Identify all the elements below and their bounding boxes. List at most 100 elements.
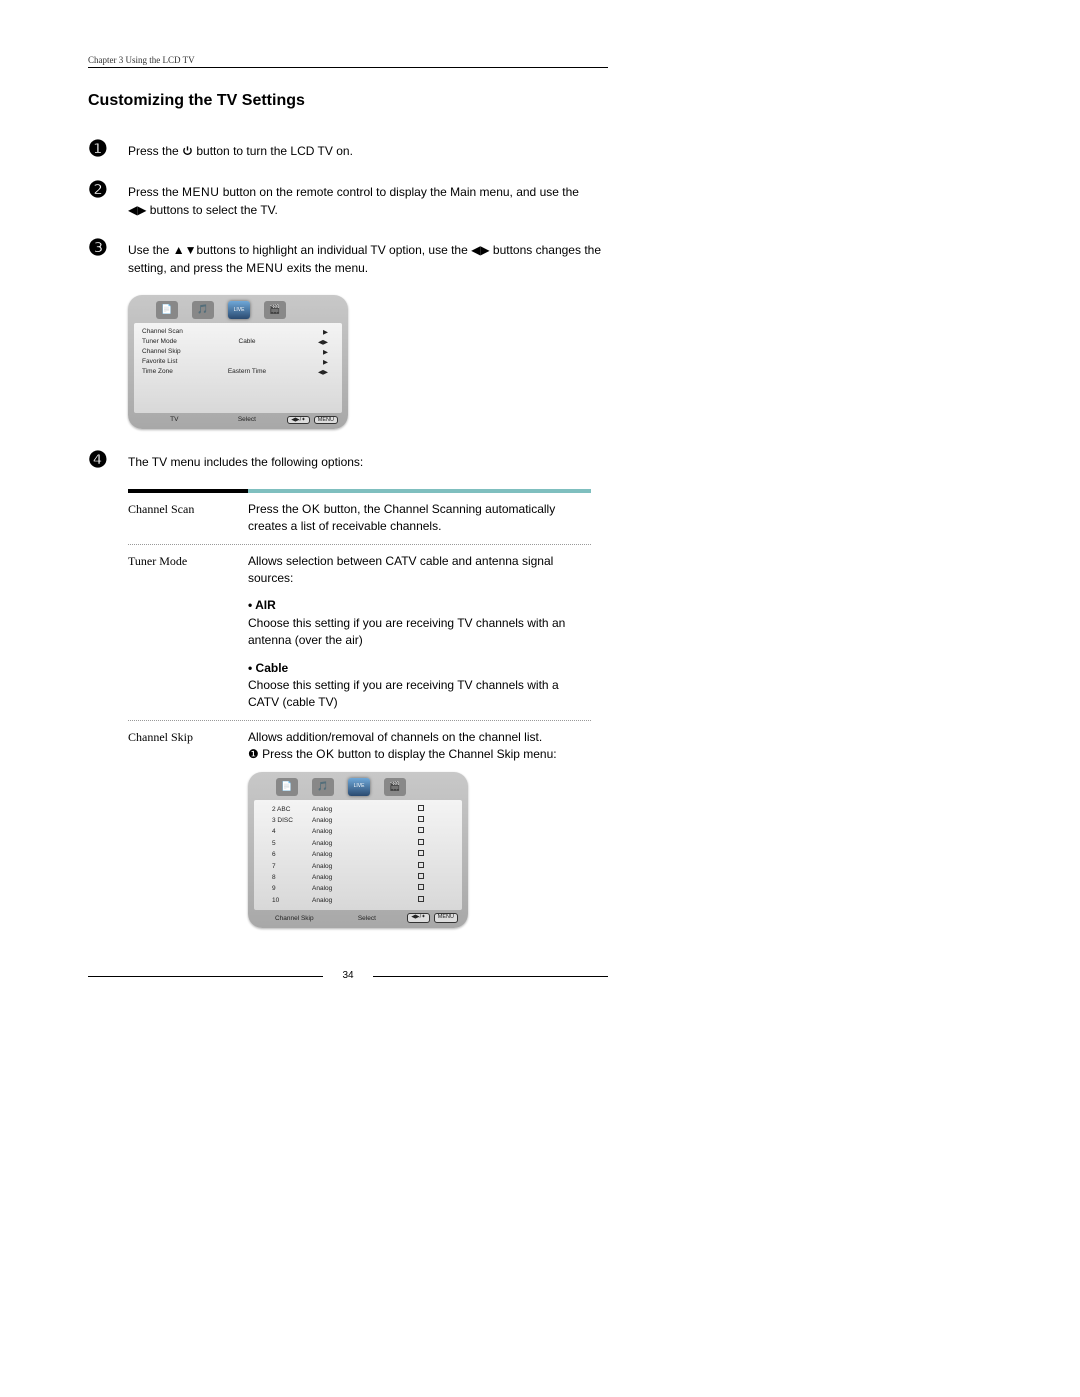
option-label: Channel Scan [128, 501, 248, 536]
osd-label: Favorite List [142, 358, 212, 365]
osd-ch: 3 DISC [262, 816, 312, 825]
checkbox-icon [372, 884, 454, 893]
arrow-icon: ◀▶ [282, 338, 334, 346]
text: Press the [248, 502, 302, 516]
osd-ch: 7 [262, 862, 312, 871]
chapter-header: Chapter 3 Using the LCD TV [88, 55, 608, 68]
table-top-rule [128, 489, 591, 493]
osd-type: Analog [312, 896, 372, 905]
menu-label: MENU [246, 261, 283, 275]
osd-footer-mid: Select [331, 914, 404, 923]
osd-footer: Channel Skip Select ◀▶/✦ MENU [248, 910, 468, 928]
osd-row: 6Analog [254, 849, 462, 860]
osd-body: Channel Scan▶ Tuner ModeCable◀▶ Channel … [134, 323, 342, 413]
text: Allows selection between CATV cable and … [248, 553, 591, 588]
option-desc: Allows selection between CATV cable and … [248, 553, 591, 712]
osd-tab-active: LIVE [348, 778, 370, 796]
checkbox-icon [372, 805, 454, 814]
checkbox-icon [372, 827, 454, 836]
step-2: ❷ Press the MENU button on the remote co… [88, 179, 608, 219]
arrow-icon: ▶ [282, 328, 334, 336]
text: Use the [128, 243, 173, 257]
osd-type: Analog [312, 816, 372, 825]
osd-row: 7Analog [254, 861, 462, 872]
osd-footer-left: TV [138, 416, 211, 423]
osd-value: Cable [212, 338, 282, 345]
checkbox-icon [372, 850, 454, 859]
text: exits the menu. [283, 261, 368, 275]
osd-row: Tuner ModeCable◀▶ [134, 337, 342, 347]
options-table: Channel Scan Press the OK button, the Ch… [128, 489, 591, 956]
osd-ch: 9 [262, 884, 312, 893]
arrow-icon: ◀▶ [282, 368, 334, 376]
left-right-icon: ◀▶ [128, 203, 146, 217]
step-number: ❸ [88, 237, 128, 259]
bullet-cable: • Cable Choose this setting if you are r… [248, 660, 591, 712]
substep: ❶ Press the OK button to display the Cha… [248, 746, 591, 763]
text: button to display the Channel Skip menu: [334, 747, 556, 761]
osd-ch: 10 [262, 896, 312, 905]
ok-label: OK [302, 502, 320, 516]
option-row-tuner-mode: Tuner Mode Allows selection between CATV… [128, 545, 591, 721]
menu-label: MENU [182, 185, 219, 199]
step-text: The TV menu includes the following optio… [128, 449, 608, 471]
left-right-icon: ◀▶ [471, 243, 489, 257]
step-number: ❶ [88, 138, 128, 160]
arrow-icon: ▶ [282, 348, 334, 356]
osd-type: Analog [312, 805, 372, 814]
osd-body: 2 ABCAnalog 3 DISCAnalog 4Analog 5Analog… [254, 800, 462, 911]
osd-label: Tuner Mode [142, 338, 212, 345]
osd-label: Channel Skip [142, 348, 212, 355]
osd-tab-icon: 🎬 [384, 778, 406, 796]
text: Press the [128, 185, 182, 199]
osd-ch: 2 ABC [262, 805, 312, 814]
osd-tab-icon: 🎵 [312, 778, 334, 796]
osd-value: Eastern Time [212, 368, 282, 375]
osd-footer-btn: ◀▶/✦ [407, 913, 430, 923]
step-1: ❶ Press the button to turn the LCD TV on… [88, 138, 608, 161]
substep-number: ❶ [248, 747, 259, 761]
osd-footer-btn: MENU [434, 913, 458, 923]
osd-ch: 6 [262, 850, 312, 859]
osd-row: 2 ABCAnalog [254, 804, 462, 815]
text: Allows addition/removal of channels on t… [248, 729, 591, 746]
osd-tab-icon: 📄 [276, 778, 298, 796]
osd-type: Analog [312, 862, 372, 871]
page-number: 34 [88, 970, 608, 981]
option-row-channel-skip: Channel Skip Allows addition/removal of … [128, 721, 591, 957]
osd-tab-icon: 📄 [156, 301, 178, 319]
osd-ch: 8 [262, 873, 312, 882]
osd-footer-mid: Select [211, 416, 284, 423]
step-text: Press the button to turn the LCD TV on. [128, 138, 608, 161]
osd-screenshot-channel-skip: 📄 🎵 LIVE 🎬 2 ABCAnalog 3 DISCAnalog 4Ana… [248, 772, 468, 929]
osd-screenshot-tv-menu: 📄 🎵 LIVE 🎬 Channel Scan▶ Tuner ModeCable… [128, 295, 348, 429]
osd-row: 3 DISCAnalog [254, 815, 462, 826]
option-label: Tuner Mode [128, 553, 248, 712]
osd-type: Analog [312, 850, 372, 859]
osd-row: 8Analog [254, 872, 462, 883]
checkbox-icon [372, 862, 454, 871]
osd-footer-left: Channel Skip [258, 914, 331, 923]
step-4: ❹ The TV menu includes the following opt… [88, 449, 608, 471]
osd-tab-active: LIVE [228, 301, 250, 319]
ok-label: OK [316, 747, 334, 761]
text: buttons to select the TV. [146, 203, 277, 217]
osd-footer-btn: MENU [314, 416, 338, 424]
step-text: Use the ▲▼buttons to highlight an indivi… [128, 237, 608, 277]
option-label: Channel Skip [128, 729, 248, 949]
osd-tab-icon: 🎵 [192, 301, 214, 319]
section-title: Customizing the TV Settings [88, 92, 608, 110]
bullet-text: Choose this setting if you are receiving… [248, 615, 591, 650]
checkbox-icon [372, 816, 454, 825]
osd-tab-row: 📄 🎵 LIVE 🎬 [248, 778, 468, 800]
osd-tab-icon: 🎬 [264, 301, 286, 319]
option-row-channel-scan: Channel Scan Press the OK button, the Ch… [128, 493, 591, 545]
checkbox-icon [372, 839, 454, 848]
text: Press the [128, 144, 182, 158]
osd-type: Analog [312, 873, 372, 882]
osd-row: Favorite List▶ [134, 357, 342, 367]
bullet-head: • Cable [248, 660, 591, 677]
osd-row: Channel Scan▶ [134, 327, 342, 337]
text: button on the remote control to display … [219, 185, 579, 199]
checkbox-icon [372, 873, 454, 882]
